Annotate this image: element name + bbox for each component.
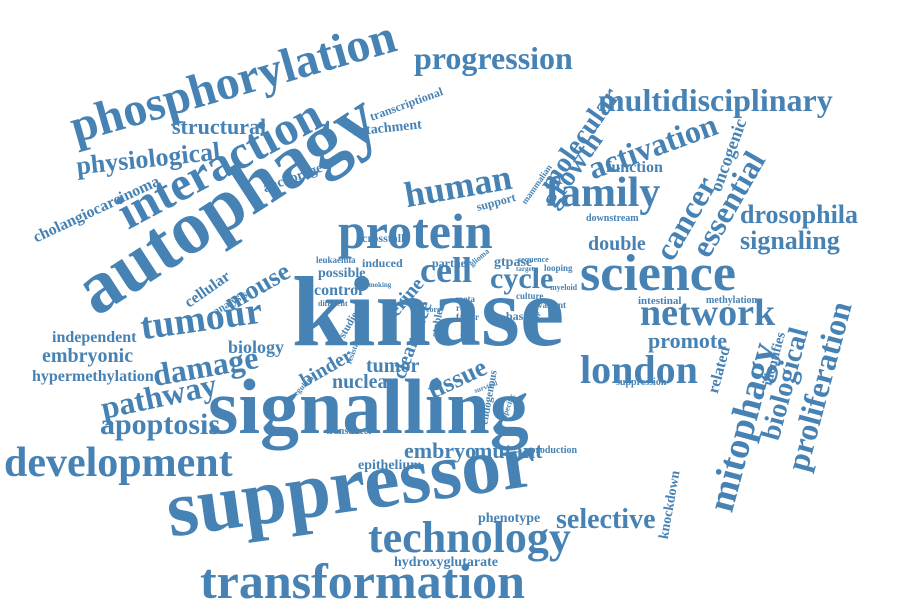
word-epithelium: epithelium xyxy=(358,458,422,473)
word-mutant: mutant xyxy=(474,438,543,463)
word-structural: structural xyxy=(172,114,267,139)
word-gtpase: gtpase xyxy=(494,255,533,270)
word-smoking: smoking xyxy=(366,281,392,289)
word-embryonic: embryonic xyxy=(42,345,134,367)
word-promote: promote xyxy=(648,328,728,353)
word-core: core xyxy=(426,305,441,314)
word-control: control xyxy=(314,282,363,299)
word-induced: induced xyxy=(362,256,403,270)
word-hydroxyglutarate: hydroxyglutarate xyxy=(394,555,498,570)
word-embryo: embryo xyxy=(404,438,477,463)
word-factor: factor xyxy=(456,312,479,322)
word-transducer: transducer xyxy=(326,426,373,437)
word-signaling: signaling xyxy=(740,226,840,255)
word-biology: biology xyxy=(228,337,285,357)
word-transformation: transformation xyxy=(200,553,525,605)
word-science: science xyxy=(580,245,736,302)
word-protein: protein xyxy=(338,203,493,259)
word-development: development xyxy=(4,440,233,486)
word-phenotype: phenotype xyxy=(478,511,541,526)
word-knockdown: knockdown xyxy=(656,469,684,541)
word-intestinal: intestinal xyxy=(638,295,682,307)
word-production: production xyxy=(530,445,578,456)
word-looping: looping xyxy=(544,263,573,273)
word-crosstalk: crosstalk xyxy=(362,231,408,245)
word-drosophila: drosophila xyxy=(740,200,859,229)
word-kinase: kinase xyxy=(292,256,565,367)
word-transcriptional: transcriptional xyxy=(367,84,445,124)
word-role: role xyxy=(456,303,471,313)
word-signalling: signalling xyxy=(208,363,529,450)
word-downstream: downstream xyxy=(586,213,639,224)
word-different: different xyxy=(318,299,348,308)
word-possible: possible xyxy=(318,266,366,281)
word-nuclear: nuclear xyxy=(332,371,397,393)
word-apoptosis: apoptosis xyxy=(100,408,221,441)
word-hypermethylation: hypermethylation xyxy=(32,368,154,385)
word-double: double xyxy=(588,233,646,255)
word-cell: cell xyxy=(420,250,472,290)
word-sequence: sequence xyxy=(518,255,549,264)
word-independent: independent xyxy=(52,329,137,346)
word-technology: technology xyxy=(368,513,571,562)
word-basis: basis xyxy=(506,309,532,323)
word-progression: progression xyxy=(414,40,573,76)
word-myeloid: myeloid xyxy=(550,283,578,292)
word-selective: selective xyxy=(556,504,656,535)
word-variant: variant xyxy=(538,300,566,310)
word-function: function xyxy=(606,159,663,176)
word-london: london xyxy=(580,347,698,392)
word-suppression: suppression xyxy=(616,377,667,388)
word-target: target xyxy=(516,265,534,273)
word-tumor: tumor xyxy=(366,355,420,377)
word-family: family xyxy=(546,170,661,216)
word-meta: meta xyxy=(456,294,475,304)
word-cycle: cycle xyxy=(490,262,554,295)
word-leukaemia: leukaemia xyxy=(316,255,356,265)
word-culture: culture xyxy=(516,291,544,301)
word-network: network xyxy=(640,292,776,334)
word-multidisciplinary: multidisciplinary xyxy=(598,82,833,118)
word-methylation: methylation xyxy=(706,295,758,306)
word-partner: partner xyxy=(432,256,472,270)
